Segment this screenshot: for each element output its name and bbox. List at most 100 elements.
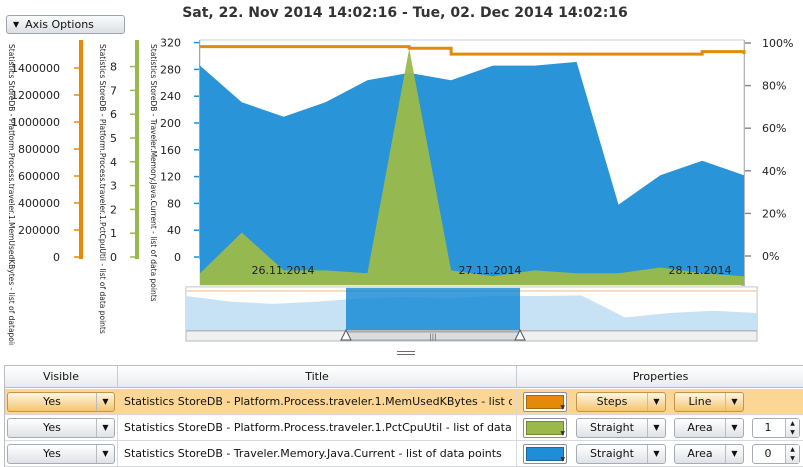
visible-cell: Yes ▼	[5, 441, 118, 467]
splitter-grip-icon	[397, 351, 415, 357]
title-cell: Statistics StoreDB - Platform.Process.tr…	[118, 389, 517, 415]
data-point	[199, 65, 201, 67]
visible-value: Yes	[43, 421, 61, 434]
axis-tick-label: 800000	[18, 143, 60, 156]
line-width-spinner[interactable]: 1 ▲ ▼	[752, 418, 800, 438]
chevron-down-icon: ▼	[647, 393, 665, 411]
axis-tick-label: 240	[160, 90, 181, 103]
series-type-value: Line	[688, 395, 712, 408]
right-axis-tick-label: 100%	[762, 37, 793, 50]
visible-value: Yes	[43, 395, 61, 408]
spinner-arrows-icon[interactable]: ▲ ▼	[785, 419, 799, 437]
triangle-down-icon: ▼	[13, 20, 20, 29]
left-axes: Statistics StoreDB - Platform.Process.tr…	[7, 37, 203, 345]
axis-tick-label: 4	[110, 156, 117, 169]
data-point	[492, 53, 494, 55]
spinner-arrows-icon[interactable]: ▲ ▼	[785, 445, 799, 463]
data-point	[367, 79, 369, 81]
series-type-value: Area	[687, 447, 713, 460]
spinner-value: 1	[764, 421, 772, 434]
main-plot	[199, 39, 746, 286]
data-point	[701, 160, 703, 162]
series-java-memory-area	[200, 61, 744, 286]
axis-tick-label: 5	[110, 132, 117, 145]
axis-tick-label: 2	[110, 203, 117, 216]
axis-label-3: Statistics StoreDB - Traveler.Memory.Jav…	[149, 44, 158, 302]
axis-tick-label: 6	[110, 108, 117, 121]
interpolation-select[interactable]: Straight ▼	[576, 444, 666, 464]
color-swatch	[526, 447, 564, 461]
navigator-mask-left	[186, 287, 346, 330]
axis-tick-label: 3	[110, 180, 117, 193]
right-axis-tick-label: 0%	[762, 250, 779, 263]
navigator-selection[interactable]	[346, 288, 520, 330]
series-type-select[interactable]: Area ▼	[674, 418, 744, 438]
title-cell: Statistics StoreDB - Traveler.Memory.Jav…	[118, 441, 517, 467]
chevron-down-icon: ▼	[725, 419, 743, 437]
interpolation-select[interactable]: Straight ▼	[576, 418, 666, 438]
axis-tick-label: 1000000	[11, 116, 60, 129]
chevron-down-icon: ▼	[560, 456, 565, 463]
data-point	[743, 174, 745, 176]
axis-label-2: Statistics StoreDB - Platform.Process.tr…	[98, 44, 107, 334]
spinner-value: 0	[764, 447, 772, 460]
series-type-value: Area	[687, 421, 713, 434]
chart-title: Sat, 22. Nov 2014 14:02:16 - Tue, 02. De…	[182, 5, 628, 21]
series-row[interactable]: Yes ▼ Statistics StoreDB - Traveler.Memory…	[5, 441, 803, 467]
header-visible[interactable]: Visible	[5, 366, 118, 388]
data-point	[660, 174, 662, 176]
data-point	[241, 101, 243, 103]
data-point	[534, 53, 536, 55]
data-point	[618, 273, 620, 275]
axis-bar-1[interactable]	[79, 40, 83, 259]
visible-cell: Yes ▼	[5, 389, 118, 415]
axis-tick-label: 8	[110, 61, 117, 74]
data-point	[534, 270, 536, 272]
series-row[interactable]: Yes ▼ Statistics StoreDB - Platform.Proces…	[5, 415, 803, 441]
data-point	[367, 46, 369, 48]
interpolation-select[interactable]: Steps ▼	[576, 392, 666, 412]
data-point	[283, 116, 285, 118]
axis-tick-label: 400000	[18, 197, 60, 210]
axis-bar-2[interactable]	[135, 40, 139, 259]
chevron-down-icon: ▼	[560, 404, 565, 411]
series-cpu-area	[200, 48, 744, 285]
navigator[interactable]: |||	[185, 286, 758, 342]
series-title: Statistics StoreDB - Platform.Process.tr…	[124, 421, 512, 434]
axis-tick-label: 200000	[18, 224, 60, 237]
color-swatch	[526, 395, 564, 409]
series-title: Statistics StoreDB - Platform.Process.tr…	[124, 395, 512, 408]
axis-tick-label: 1400000	[11, 62, 60, 75]
axis-tick-label: 600000	[18, 170, 60, 183]
line-width-spinner[interactable]: 0 ▲ ▼	[752, 444, 800, 464]
data-point	[450, 79, 452, 81]
header-title[interactable]: Title	[118, 366, 517, 388]
navigator-handle-left[interactable]	[340, 328, 352, 341]
visible-select[interactable]: Yes ▼	[7, 444, 115, 464]
data-point	[367, 273, 369, 275]
axis-tick-label: 320	[160, 37, 181, 50]
color-picker[interactable]: ▼	[523, 418, 567, 438]
grip-icon: |||	[429, 333, 436, 341]
color-picker[interactable]: ▼	[523, 444, 567, 464]
navigator-handle-right[interactable]	[514, 328, 526, 341]
series-type-select[interactable]: Area ▼	[674, 444, 744, 464]
axis-options-button[interactable]: ▼ Axis Options	[6, 15, 125, 34]
data-point	[408, 72, 410, 74]
axis-tick-label: 120	[160, 171, 181, 184]
visible-select[interactable]: Yes ▼	[7, 392, 115, 412]
axis-tick-label: 200	[160, 117, 181, 130]
series-type-select[interactable]: Line ▼	[674, 392, 744, 412]
navigator-mask-right	[520, 287, 757, 330]
header-properties[interactable]: Properties	[632, 370, 689, 383]
visible-select[interactable]: Yes ▼	[7, 418, 115, 438]
color-picker[interactable]: ▼	[523, 392, 567, 412]
panel-splitter[interactable]	[0, 345, 803, 363]
chevron-down-icon: ▼	[96, 393, 114, 411]
series-row[interactable]: Yes ▼ Statistics StoreDB - Platform.Proces…	[5, 389, 803, 415]
color-swatch	[526, 421, 564, 435]
data-point	[450, 53, 452, 55]
series-mem-used-line	[199, 45, 746, 56]
data-point	[576, 273, 578, 275]
chevron-down-icon: ▼	[647, 419, 665, 437]
